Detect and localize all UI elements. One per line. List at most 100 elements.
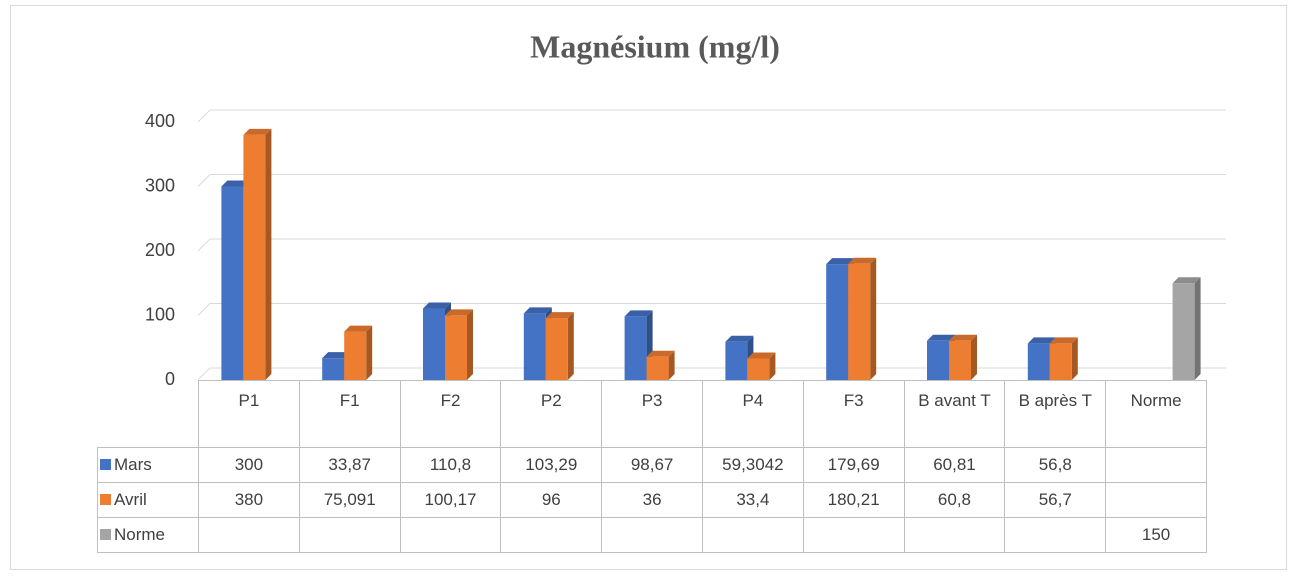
bar-top — [423, 302, 451, 309]
x-tick-label: F1 — [298, 380, 401, 448]
bar-top — [826, 258, 855, 265]
bar-top — [747, 352, 776, 359]
bar — [344, 331, 367, 380]
legend-label: Norme — [114, 525, 166, 544]
bar-side — [467, 309, 473, 380]
grid-line-depth — [197, 367, 211, 381]
bar — [1049, 343, 1072, 380]
table-cell: 75,091 — [298, 482, 401, 518]
bar-top — [545, 312, 574, 319]
table-cell — [1105, 482, 1207, 518]
table-row: Norme 150 — [97, 517, 1207, 553]
table-corner — [98, 381, 199, 448]
bar-side — [1194, 277, 1201, 380]
bar-top — [927, 334, 955, 341]
table-cell: 179,69 — [802, 447, 905, 483]
table-cell — [1004, 517, 1107, 553]
table-cell: 60,81 — [903, 447, 1006, 483]
bar — [322, 358, 345, 380]
bar-top — [243, 128, 272, 135]
table-cell: 56,8 — [1004, 447, 1107, 483]
table-cell: 56,7 — [1004, 482, 1107, 518]
table-cell: 59,3042 — [701, 447, 804, 483]
table-cell: 36 — [601, 482, 703, 518]
x-tick-label: B après T — [1004, 380, 1107, 448]
legend-entry: Avril — [97, 482, 199, 518]
bar — [848, 263, 871, 380]
legend-label: Avril — [114, 490, 147, 509]
table-cell: 96 — [500, 482, 603, 518]
bar — [545, 318, 568, 380]
bar — [725, 341, 748, 380]
x-tick-label: P4 — [701, 380, 804, 448]
y-tick-label: 0 — [165, 369, 175, 389]
table-cell — [1105, 447, 1207, 483]
grid-line-depth — [197, 109, 211, 123]
table-cell — [298, 517, 401, 553]
grid-line-depth — [197, 303, 211, 316]
bar-top — [221, 180, 250, 187]
table-cell — [601, 517, 703, 553]
bar-side — [668, 350, 675, 380]
table-cell: 180,21 — [802, 482, 905, 518]
grid-line-depth — [197, 238, 211, 252]
bar-side — [366, 325, 373, 380]
bar — [826, 264, 849, 380]
table-cell: 110,8 — [399, 447, 502, 483]
bar-side — [870, 257, 877, 380]
table-cell: 300 — [198, 447, 300, 483]
bar-top — [322, 352, 351, 359]
table-cell — [802, 517, 905, 553]
table-cell: 380 — [198, 482, 300, 518]
table-cell: 98,67 — [601, 447, 703, 483]
bar-top — [949, 334, 977, 341]
x-tick-label: Norme — [1105, 380, 1207, 448]
x-tick-label: B avant T — [903, 380, 1006, 448]
table-cell — [399, 517, 502, 553]
y-tick-label: 300 — [145, 175, 175, 195]
table-cell — [903, 517, 1006, 553]
y-tick-label: 200 — [145, 240, 175, 260]
bar-side — [971, 334, 977, 380]
table-cell: 103,29 — [500, 447, 603, 483]
bar — [646, 356, 669, 380]
table-cell — [198, 517, 300, 553]
bar — [523, 313, 546, 380]
bar-side — [769, 352, 776, 380]
grid-line-depth — [197, 174, 211, 187]
table-cell: 33,4 — [701, 482, 804, 518]
bar-top — [1049, 337, 1078, 344]
bar — [1172, 283, 1195, 380]
legend-entry: Mars — [97, 447, 199, 483]
bar-top — [725, 335, 754, 342]
bar-side — [265, 128, 272, 380]
bar-top — [848, 257, 877, 264]
bar-top — [1027, 337, 1056, 344]
table-row: Mars 300 33,87 110,8 103,29 98,67 59,3042 179,6… — [97, 447, 1207, 483]
legend-key — [100, 529, 111, 540]
table-cell — [701, 517, 804, 553]
bar-top — [445, 309, 473, 316]
x-tick-label: P1 — [198, 380, 300, 448]
bar-side — [1071, 337, 1078, 380]
legend-key — [100, 494, 111, 505]
bar — [445, 315, 467, 380]
table-cell — [500, 517, 603, 553]
table-cell: 100,17 — [399, 482, 502, 518]
bar-top — [624, 310, 653, 317]
legend-entry: Norme — [97, 517, 199, 553]
bar — [624, 316, 647, 380]
table-row: Avril 380 75,091 100,17 96 36 33,4 180,21 60,8 56… — [97, 482, 1207, 518]
table-cell: 33,87 — [298, 447, 401, 483]
bar-side — [567, 312, 574, 380]
x-tick-label: F3 — [802, 380, 905, 448]
bar-top — [1172, 277, 1201, 284]
bar — [949, 340, 971, 380]
x-tick-label: P3 — [601, 380, 703, 448]
bar — [221, 186, 244, 380]
bar-top — [646, 350, 675, 357]
table-cell: 60,8 — [903, 482, 1006, 518]
chart-title: Magnésium (mg/l) — [530, 28, 780, 64]
